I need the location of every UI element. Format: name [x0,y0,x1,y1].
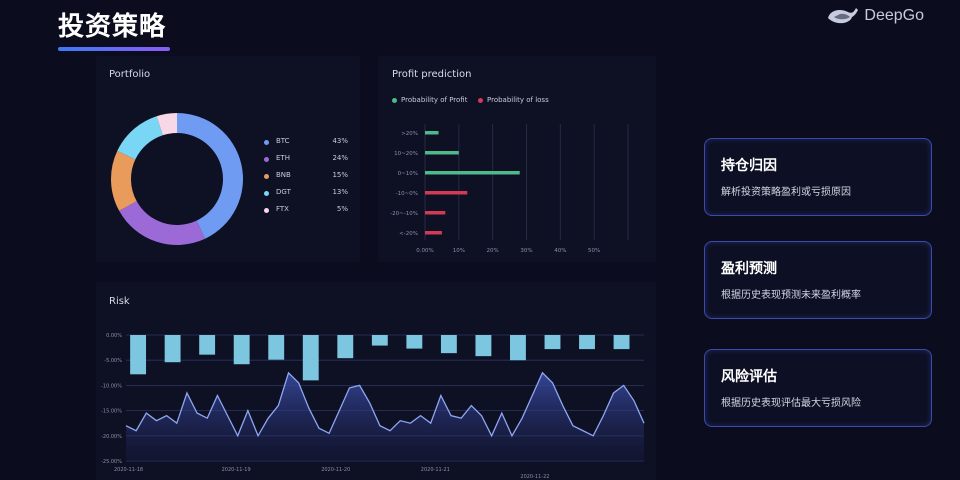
legend-value: 24% [332,154,348,162]
legend-dot [264,191,269,196]
risk-bar-3[interactable] [233,335,250,365]
x-tick-label: 50% [588,248,600,254]
card-description: 解析投资策略盈利或亏损原因 [721,187,851,198]
risk-bar-5[interactable] [302,335,319,381]
y-tick-label: 0.00% [106,333,122,339]
legend-profit-dot [392,97,397,103]
risk-bar-7[interactable] [371,335,388,346]
risk-line [125,371,645,438]
x-tick-label: 2020-11-21 [421,467,450,473]
card-description: 根据历史表现预测未来盈利概率 [721,290,861,301]
bar-loss-4[interactable] [425,211,446,215]
legend-label: ETH [276,154,290,162]
portfolio-donut [111,113,243,245]
legend-loss: Probability of loss [478,96,549,104]
y-tick-label: -20~-10% [390,211,418,217]
risk-bar-12[interactable] [544,335,561,350]
legend-profit: Probability of Profit [392,96,467,104]
risk-bar-4[interactable] [268,335,285,360]
profit-panel: Profit prediction [378,56,656,262]
y-tick-label: -5.00% [104,358,122,364]
legend-item-ftx[interactable]: FTX 5% [264,204,354,218]
card-title: 风险评估 [721,369,777,385]
legend-dot [264,140,269,145]
legend-dot [264,157,269,162]
profit-bar-chart: 0.00% 10% 20% 30% 40% 50% >20% 10~20% 0~10% -10~0… [390,124,629,254]
bar-profit-1[interactable] [425,151,459,155]
x-tick-label: 30% [520,248,532,254]
page-title: 投资策略 [58,12,167,42]
legend-label: FTX [276,205,289,213]
y-tick-label: -10.00% [101,383,122,389]
card-description: 根据历史表现评估最大亏损风险 [721,398,861,409]
card-profit-forecast[interactable]: 盈利预测 根据历史表现预测未来盈利概率 [704,241,932,319]
legend-dot [264,174,269,179]
legend-item-dgt[interactable]: DGT 13% [264,187,354,201]
brand-name: DeepGo [864,7,924,24]
legend-dot [264,208,269,213]
x-tick-label: 20% [487,248,499,254]
portfolio-title: Portfolio [109,69,151,80]
y-tick-label: -25.00% [101,459,122,465]
legend-item-btc[interactable]: BTC 43% [264,136,354,150]
y-tick-label: -20.00% [101,434,122,440]
legend-profit-label: Probability of Profit [401,96,468,104]
x-tick-label: 10% [453,248,465,254]
y-tick-label: 10~20% [394,151,418,157]
whale-icon [828,8,859,24]
x-tick-label: 0.00% [416,248,433,254]
legend-value: 5% [336,205,348,213]
risk-bar-9[interactable] [440,335,457,354]
risk-bar-1[interactable] [164,335,181,363]
y-tick-label: -15.00% [101,409,122,415]
donut-slice-btc[interactable] [177,113,243,239]
donut-slice-eth[interactable] [119,201,206,245]
legend-item-eth[interactable]: ETH 24% [264,153,354,167]
bar-loss-3[interactable] [425,191,468,195]
x-tick-label: 2020-11-18 [114,467,143,473]
x-tick-label: 40% [554,248,566,254]
donut-slice-ftx[interactable] [156,113,177,136]
y-tick-label: <-20% [399,231,418,237]
legend-value: 43% [332,137,348,145]
title-underline [58,47,170,51]
risk-bar-8[interactable] [406,335,423,349]
bar-loss-5[interactable] [425,231,442,235]
card-risk-assessment[interactable]: 风险评估 根据历史表现评估最大亏损风险 [704,349,932,427]
legend-loss-dot [478,97,483,103]
y-tick-label: 0~10% [398,171,418,177]
x-tick-label: 2020-11-20 [321,467,350,473]
legend-loss-label: Probability of loss [487,96,549,104]
risk-title: Risk [109,296,130,307]
card-title: 持仓归因 [721,158,777,174]
x-tick-label: 2020-11-22 [520,474,549,480]
risk-chart: 0.00% -5.00% -10.00% -15.00% -20.00% -25.00% 2… [101,333,645,480]
risk-bar-2[interactable] [199,335,216,355]
y-tick-label: -10~0% [396,191,418,197]
x-tick-label: 2020-11-19 [222,467,251,473]
legend-value: 15% [332,171,348,179]
risk-bar-11[interactable] [510,335,526,361]
brand-logo: DeepGo [826,4,924,28]
risk-bar-10[interactable] [475,335,492,357]
card-title: 盈利预测 [721,261,777,277]
risk-area [126,372,644,461]
bar-profit-2[interactable] [425,171,520,175]
profit-title: Profit prediction [392,69,472,80]
legend-label: BNB [276,171,291,179]
risk-bar-0[interactable] [130,335,147,375]
legend-label: DGT [276,188,291,196]
legend-item-bnb[interactable]: BNB 15% [264,170,354,184]
risk-bar-13[interactable] [579,335,595,350]
card-position-attribution[interactable]: 持仓归因 解析投资策略盈利或亏损原因 [704,138,932,216]
risk-bar-14[interactable] [613,335,630,350]
legend-value: 13% [332,188,348,196]
bar-profit-0[interactable] [425,131,439,135]
donut-slice-bnb[interactable] [111,150,137,211]
donut-slice-dgt[interactable] [117,116,163,160]
y-tick-label: >20% [401,131,418,137]
risk-bar-6[interactable] [337,335,354,359]
legend-label: BTC [276,137,290,145]
